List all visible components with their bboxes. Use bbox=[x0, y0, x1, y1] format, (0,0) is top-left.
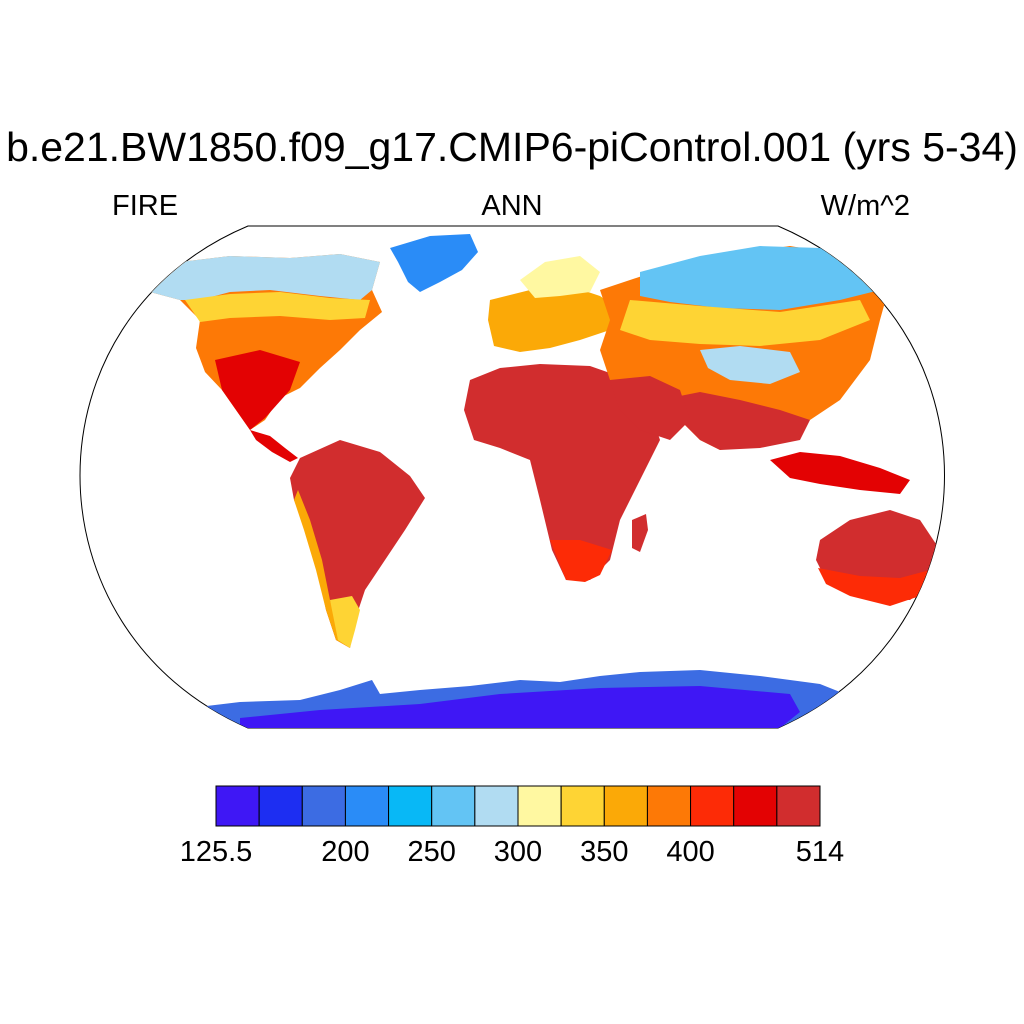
colorbar-swatch bbox=[388, 785, 433, 827]
scandinavia bbox=[520, 256, 600, 298]
indonesia bbox=[770, 452, 910, 494]
andes bbox=[294, 490, 350, 648]
colorbar-tick-label: 200 bbox=[321, 836, 370, 868]
plot-title: b.e21.BW1850.f09_g17.CMIP6-piControl.001… bbox=[6, 124, 1018, 170]
season-label: ANN bbox=[481, 190, 543, 222]
colorbar-tick-label: 400 bbox=[666, 836, 715, 868]
colorbar-swatch bbox=[517, 785, 562, 827]
arabia bbox=[610, 376, 690, 440]
colorbar-tick-label: 125.5 bbox=[179, 836, 253, 868]
colorbar-swatch bbox=[258, 785, 303, 827]
colorbar-swatch bbox=[301, 785, 346, 827]
colorbar-swatch bbox=[603, 785, 648, 827]
india-se-asia bbox=[660, 392, 810, 450]
south-africa bbox=[550, 540, 612, 582]
colorbar bbox=[215, 785, 821, 827]
colorbar-swatch bbox=[560, 785, 605, 827]
central-america bbox=[250, 430, 298, 462]
colorbar-swatch bbox=[215, 785, 260, 827]
south-australia bbox=[818, 568, 930, 606]
tibet bbox=[700, 346, 800, 384]
siberia bbox=[640, 246, 880, 310]
antarctica-interior bbox=[240, 686, 800, 728]
colorbar-swatch bbox=[646, 785, 692, 827]
north-america-mid bbox=[185, 292, 370, 322]
north-america-south bbox=[215, 350, 300, 430]
colorbar-swatch bbox=[344, 785, 390, 827]
new-zealand bbox=[930, 590, 945, 618]
variable-label: FIRE bbox=[112, 190, 179, 222]
colorbar-tick-label: 300 bbox=[493, 836, 543, 868]
north-america-north bbox=[140, 254, 380, 300]
colorbar-tick-label: 514 bbox=[795, 836, 845, 868]
colorbar-swatch bbox=[474, 785, 519, 827]
units-label: W/m^2 bbox=[820, 190, 910, 222]
patagonia bbox=[330, 596, 360, 648]
madagascar bbox=[632, 514, 648, 552]
africa bbox=[464, 364, 660, 580]
europe bbox=[488, 286, 620, 352]
central-asia bbox=[620, 300, 870, 346]
colorbar-tick-label: 250 bbox=[407, 836, 456, 868]
colorbar-tick-label: 350 bbox=[580, 836, 629, 868]
colorbar-swatch bbox=[431, 785, 476, 827]
colorbar-swatch bbox=[776, 785, 821, 827]
colorbar-swatch bbox=[733, 785, 778, 827]
colorbar-swatch bbox=[690, 785, 735, 827]
greenland bbox=[390, 234, 478, 292]
